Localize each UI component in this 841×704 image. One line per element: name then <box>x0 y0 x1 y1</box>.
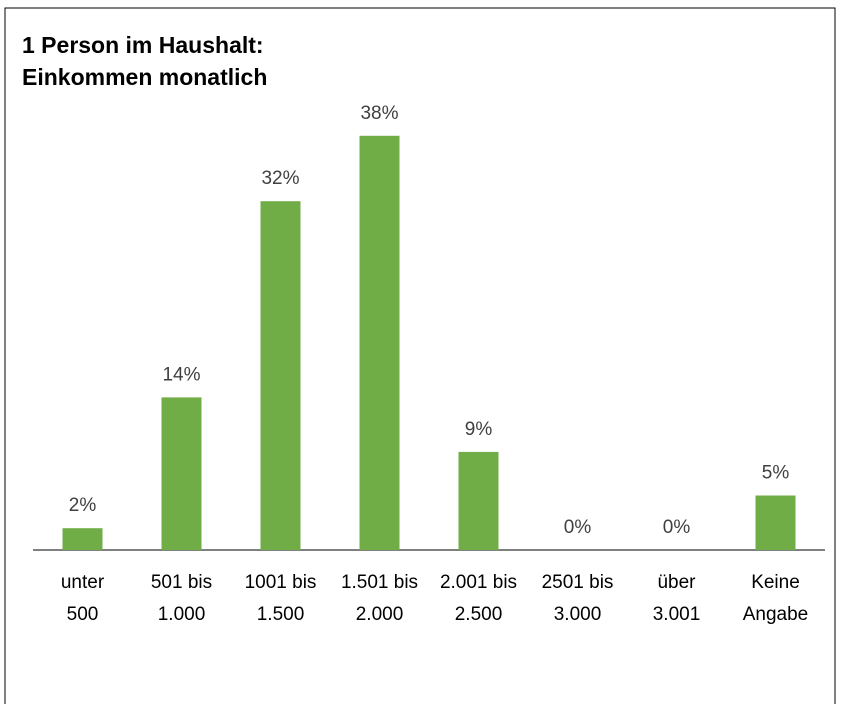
bar <box>161 397 202 550</box>
data-label: 38% <box>360 103 398 124</box>
chart-title: 1 Person im Haushalt: <box>22 32 264 58</box>
x-tick-label: 1.501 bis <box>341 572 418 593</box>
x-tick-label: 2.500 <box>455 604 503 625</box>
x-tick-label: unter <box>61 572 105 593</box>
x-tick-label: 2501 bis <box>542 572 614 593</box>
bar <box>62 528 103 550</box>
x-tick-label: 3.001 <box>653 604 701 625</box>
x-tick-label: Angabe <box>743 604 809 625</box>
x-tick-label: 1.500 <box>257 604 305 625</box>
x-tick-label: über <box>657 572 696 593</box>
x-tick-label: 501 bis <box>151 572 212 593</box>
data-label: 14% <box>162 364 200 385</box>
bar <box>260 201 301 550</box>
data-label: 5% <box>762 463 790 484</box>
x-tick-label: Keine <box>751 572 800 593</box>
x-tick-label: 2.000 <box>356 604 404 625</box>
x-tick-label: 3.000 <box>554 604 602 625</box>
bar <box>359 135 400 551</box>
x-tick-label: 2.001 bis <box>440 572 517 593</box>
x-tick-label: 1001 bis <box>245 572 317 593</box>
bar <box>755 495 796 550</box>
data-label: 32% <box>261 168 299 189</box>
x-tick-label: 1.000 <box>158 604 206 625</box>
data-label: 0% <box>663 517 691 538</box>
bar <box>458 451 499 550</box>
x-tick-label: 500 <box>67 604 99 625</box>
chart-title: Einkommen monatlich <box>22 64 267 90</box>
data-label: 0% <box>564 517 592 538</box>
data-label: 9% <box>465 419 493 440</box>
data-label: 2% <box>69 495 97 516</box>
frame <box>4 7 836 704</box>
